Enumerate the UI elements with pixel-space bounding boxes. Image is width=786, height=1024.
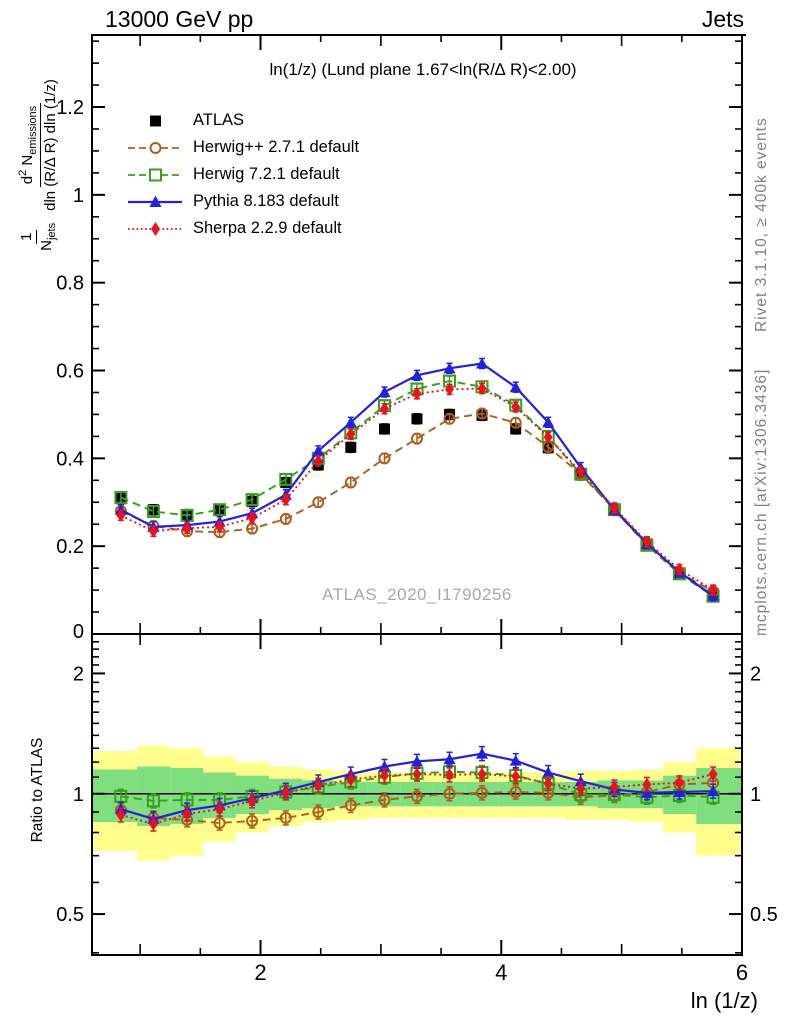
- legend-label: ATLAS: [193, 111, 245, 129]
- svg-text:2: 2: [254, 960, 266, 985]
- atlas-marker-icon: [150, 115, 161, 126]
- x-axis-label: ln (1/z): [690, 988, 758, 1013]
- svg-text:0.8: 0.8: [56, 273, 84, 295]
- legend-label: Pythia 8.183 default: [193, 192, 339, 210]
- svg-text:1: 1: [73, 185, 84, 207]
- svg-text:1.2: 1.2: [56, 97, 84, 119]
- svg-text:6: 6: [736, 960, 748, 985]
- svg-text:0: 0: [73, 621, 84, 643]
- svg-text:0.5: 0.5: [750, 904, 778, 926]
- legend-item-atlas: ATLAS: [126, 107, 359, 134]
- legend-item-herwigpp: Herwig++ 2.7.1 default: [126, 134, 359, 161]
- legend: ATLAS Herwig++ 2.7.1 default Herwig 7.2.…: [126, 107, 359, 242]
- legend-item-pythia: Pythia 8.183 default: [126, 188, 359, 215]
- analysis-group-label: Jets: [699, 6, 746, 36]
- legend-label: Sherpa 2.2.9 default: [193, 219, 342, 237]
- legend-label: Herwig 7.2.1 default: [193, 165, 340, 183]
- plot-title: ln(1/z) (Lund plane 1.67<ln(R/∆ R)<2.00): [269, 60, 577, 79]
- svg-text:4: 4: [495, 960, 507, 985]
- herwigpp-marker-icon: [128, 141, 182, 154]
- svg-text:0.2: 0.2: [56, 536, 84, 558]
- sherpa-marker-icon: [128, 221, 182, 236]
- svg-text:1: 1: [73, 784, 84, 806]
- svg-text:1: 1: [750, 784, 761, 806]
- svg-text:0.6: 0.6: [56, 361, 84, 383]
- svg-text:2: 2: [750, 663, 761, 685]
- svg-text:0.4: 0.4: [56, 448, 84, 470]
- svg-text:0.5: 0.5: [56, 904, 84, 926]
- svg-text:2: 2: [73, 663, 84, 685]
- legend-label: Herwig++ 2.7.1 default: [193, 138, 360, 156]
- pythia-marker-icon: [128, 195, 182, 207]
- herwig7-marker-icon: [128, 168, 182, 181]
- legend-item-herwig7: Herwig 7.2.1 default: [126, 161, 359, 188]
- legend-item-sherpa: Sherpa 2.2.9 default: [126, 215, 359, 242]
- analysis-id-watermark: ATLAS_2020_I1790256: [322, 585, 512, 604]
